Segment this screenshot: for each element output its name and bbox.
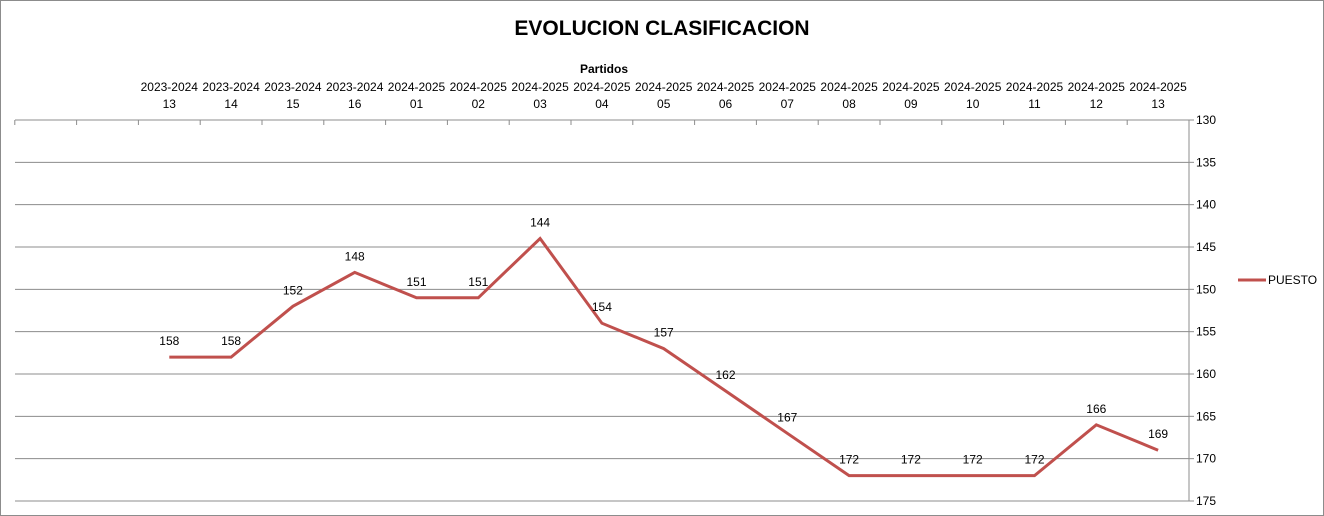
series-layer	[169, 236, 1159, 478]
x-tick-label-season-3: 2023-2024	[202, 80, 260, 94]
data-label-2: 158	[159, 334, 179, 348]
x-tick-label-season-16: 2024-2025	[1006, 80, 1064, 94]
x-tick-label-match-8: 03	[533, 97, 547, 111]
legend-label-puesto: PUESTO	[1268, 273, 1317, 287]
x-tick-label-season-17: 2024-2025	[1068, 80, 1126, 94]
y-tick-label-170: 170	[1196, 452, 1216, 466]
data-label-layer: 158 158 152 148 151 151 144 154 157 162 167 172 172 1…	[159, 216, 1168, 467]
data-label-13: 172	[839, 453, 859, 467]
series-line-puesto	[169, 236, 1159, 478]
data-label-7: 151	[468, 275, 488, 289]
x-tick-label-match-4: 15	[286, 97, 300, 111]
y-tick-label-155: 155	[1196, 325, 1216, 339]
x-axis-title: Partidos	[580, 62, 628, 76]
x-tick-label-season-13: 2024-2025	[820, 80, 878, 94]
x-tick-label-match-6: 01	[410, 97, 424, 111]
data-label-6: 151	[406, 275, 426, 289]
data-label-18: 169	[1148, 427, 1168, 441]
x-tick-label-match-7: 02	[472, 97, 486, 111]
x-tick-label-season-8: 2024-2025	[511, 80, 569, 94]
data-label-4: 152	[283, 283, 303, 297]
x-tick-label-season-6: 2024-2025	[388, 80, 446, 94]
x-tick-label-season-18: 2024-2025	[1129, 80, 1187, 94]
x-tick-label-match-17: 12	[1090, 97, 1104, 111]
x-tick-label-season-9: 2024-2025	[573, 80, 631, 94]
data-label-3: 158	[221, 334, 241, 348]
axis-layer: 130 135 140 145 150 155 160 165 170 175 2023-2024 1…	[14, 80, 1216, 508]
chart-title: EVOLUCION CLASIFICACION	[514, 17, 809, 40]
y-tick-label-150: 150	[1196, 282, 1216, 296]
x-tick-label-match-16: 11	[1028, 97, 1041, 111]
x-tick-label-season-12: 2024-2025	[759, 80, 817, 94]
x-tick-label-season-4: 2023-2024	[264, 80, 322, 94]
y-tick-label-140: 140	[1196, 198, 1216, 212]
data-label-5: 148	[345, 249, 365, 263]
grid-layer	[15, 119, 1189, 502]
data-label-8: 144	[530, 216, 550, 230]
data-label-16: 172	[1024, 453, 1044, 467]
data-label-11: 162	[715, 368, 735, 382]
data-label-14: 172	[901, 453, 921, 467]
y-tick-label-135: 135	[1196, 155, 1216, 169]
y-tick-label-145: 145	[1196, 240, 1216, 254]
data-label-9: 154	[592, 300, 612, 314]
y-tick-label-175: 175	[1196, 494, 1216, 508]
x-tick-label-match-3: 14	[224, 97, 238, 111]
x-tick-label-match-13: 08	[842, 97, 856, 111]
data-label-12: 167	[777, 410, 797, 424]
x-tick-label-season-5: 2023-2024	[326, 80, 384, 94]
x-tick-label-season-10: 2024-2025	[635, 80, 693, 94]
x-tick-label-match-10: 05	[657, 97, 671, 111]
y-tick-label-165: 165	[1196, 409, 1216, 423]
x-tick-label-match-2: 13	[163, 97, 177, 111]
x-tick-label-match-5: 16	[348, 97, 362, 111]
x-tick-label-season-15: 2024-2025	[944, 80, 1002, 94]
x-tick-label-match-18: 13	[1151, 97, 1165, 111]
x-tick-label-match-12: 07	[781, 97, 795, 111]
x-tick-label-season-14: 2024-2025	[882, 80, 940, 94]
x-tick-label-season-11: 2024-2025	[697, 80, 755, 94]
x-tick-label-match-9: 04	[595, 97, 609, 111]
legend: PUESTO	[1238, 273, 1317, 287]
x-tick-label-season-7: 2024-2025	[450, 80, 508, 94]
data-label-15: 172	[963, 453, 983, 467]
x-tick-label-match-11: 06	[719, 97, 733, 111]
x-tick-label-season-2: 2023-2024	[141, 80, 199, 94]
data-label-10: 157	[654, 326, 674, 340]
y-tick-label-130: 130	[1196, 113, 1216, 127]
x-tick-label-match-14: 09	[904, 97, 918, 111]
x-tick-label-match-15: 10	[966, 97, 980, 111]
data-label-17: 166	[1086, 402, 1106, 416]
y-tick-label-160: 160	[1196, 367, 1216, 381]
